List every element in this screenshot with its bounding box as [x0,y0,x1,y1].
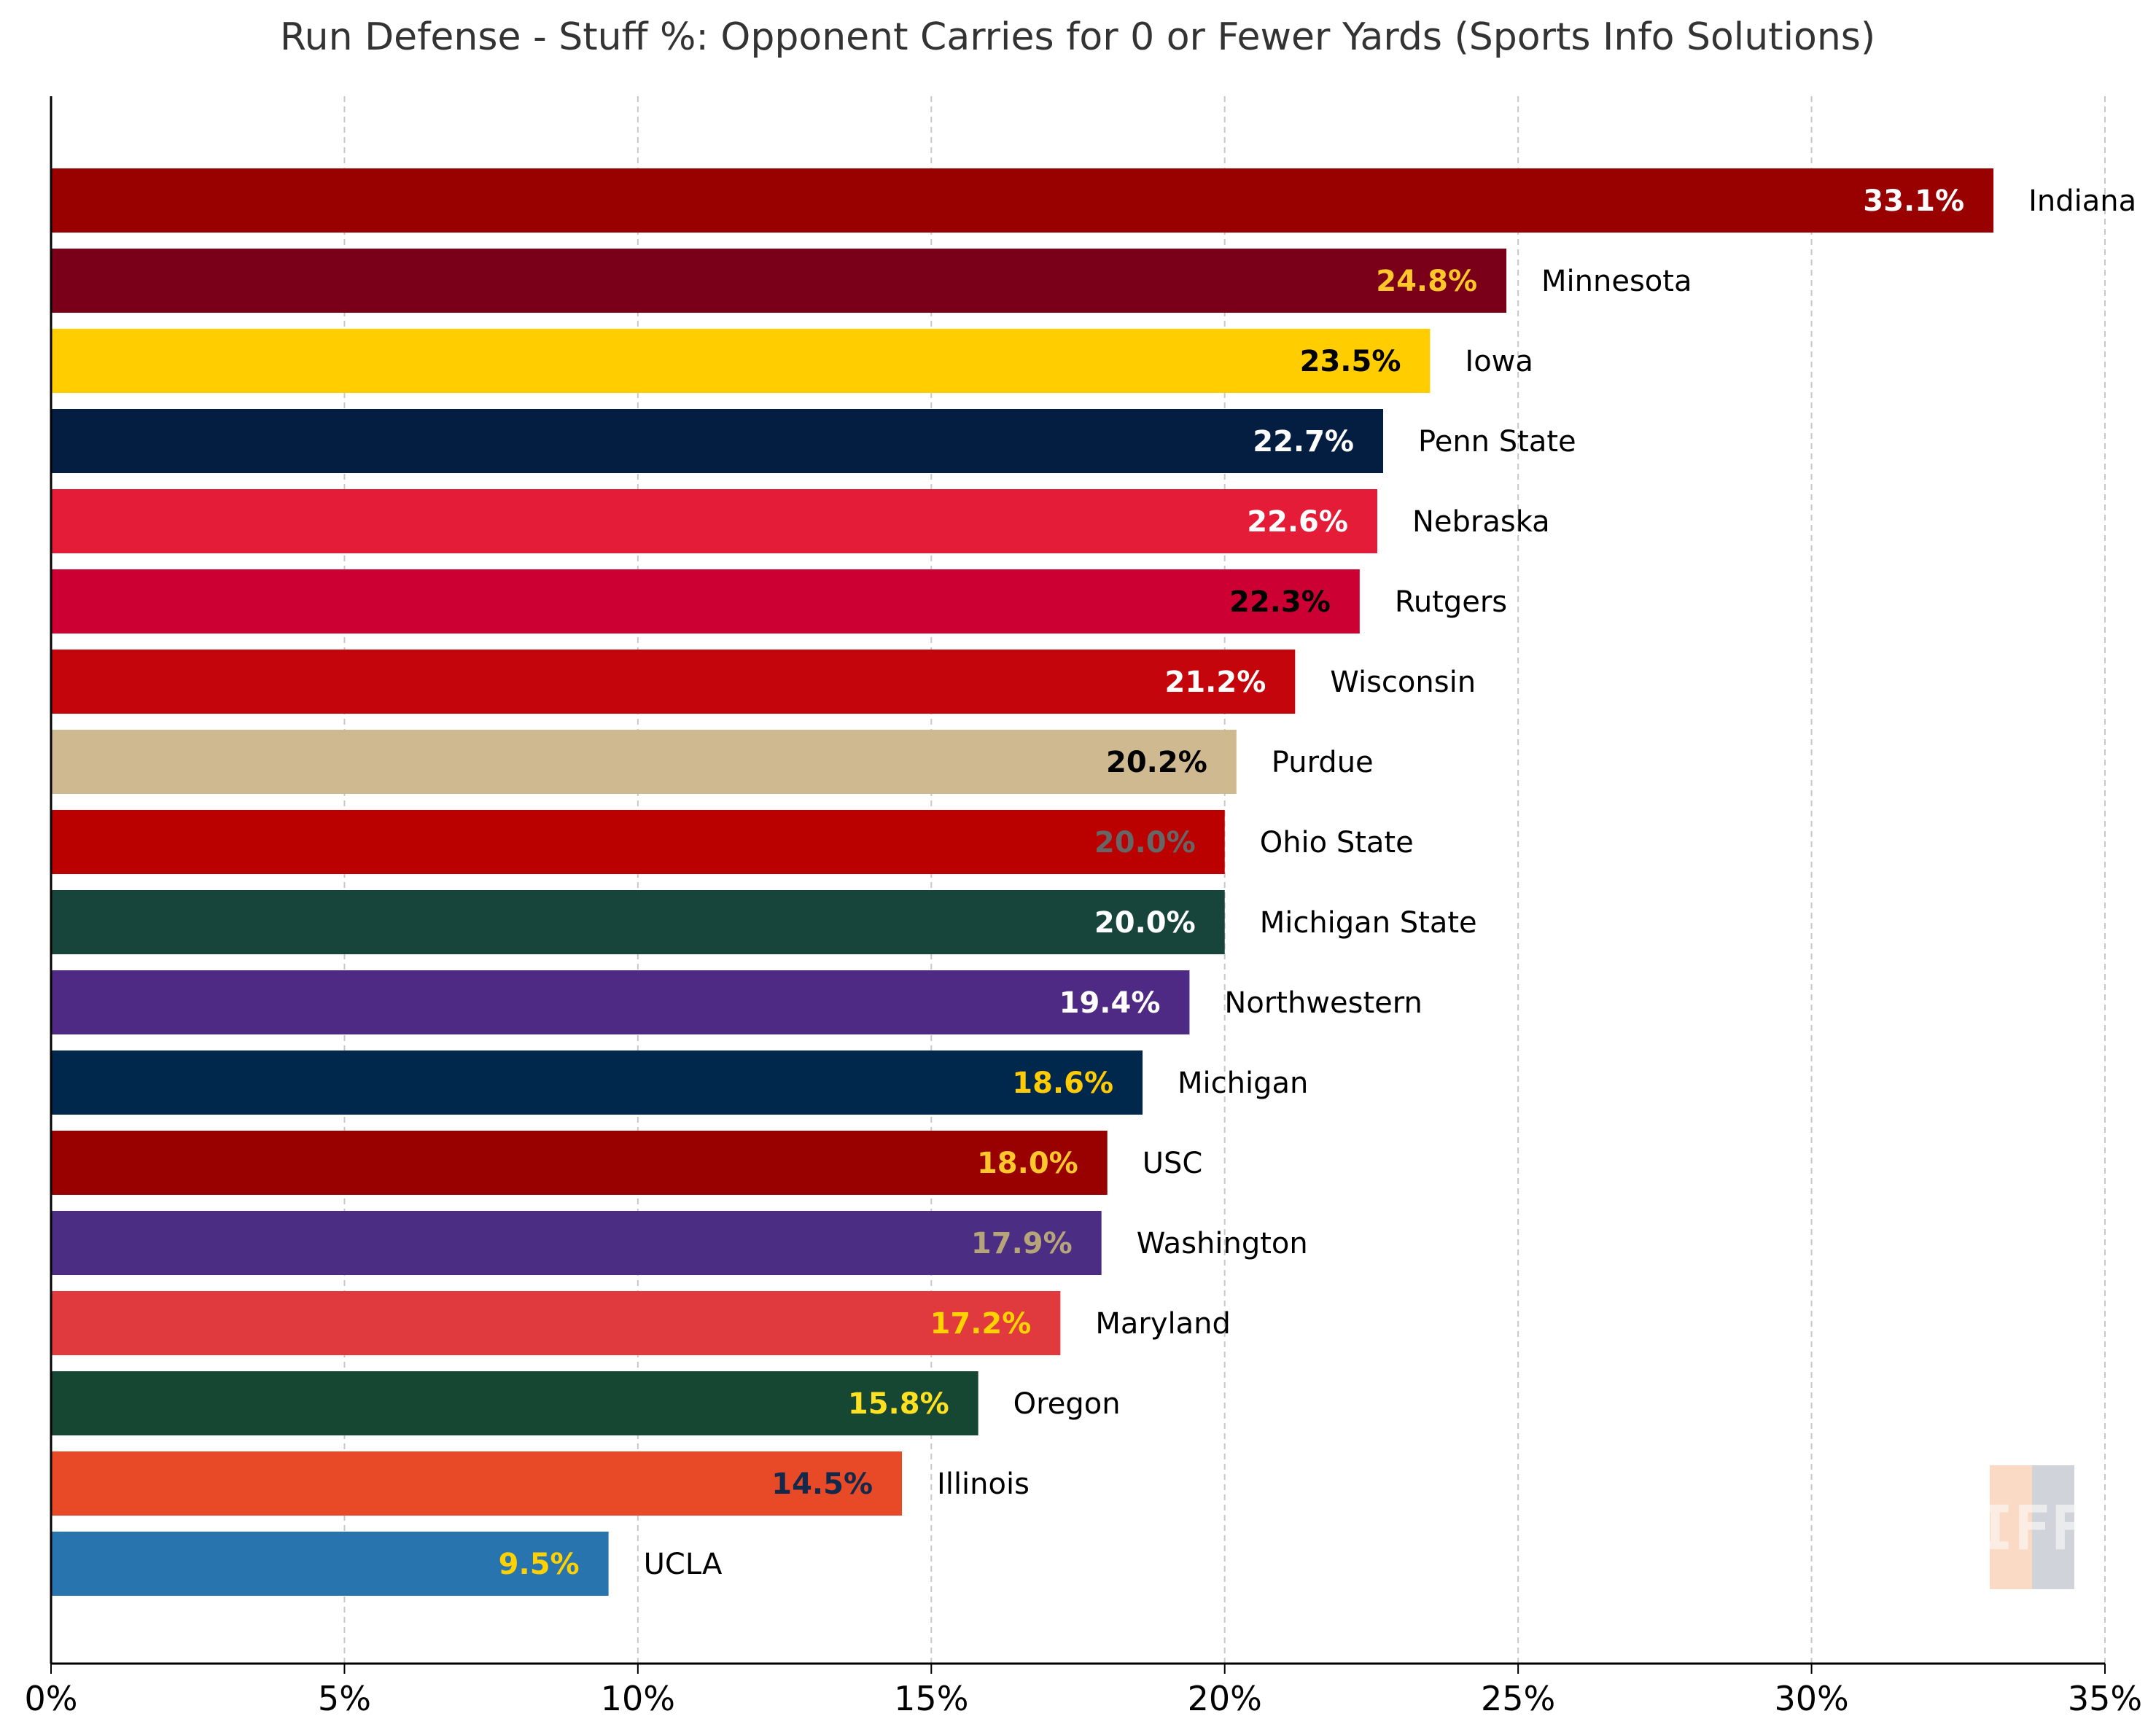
team-label: Michigan [1178,1067,1308,1100]
value-label: 33.1% [1863,184,1964,218]
iff-logo: IFF [1977,1465,2087,1589]
value-label: 15.8% [848,1387,949,1421]
x-tick-label: 35% [2068,1679,2142,1718]
bars [51,168,1994,1596]
logo-panel-left [1990,1465,2032,1589]
value-label: 20.0% [1094,826,1196,859]
team-label: Illinois [937,1467,1030,1501]
bar [51,1451,903,1516]
x-tick-label: 25% [1481,1679,1555,1718]
bar [51,249,1507,313]
value-label: 20.0% [1094,906,1196,940]
team-label: Purdue [1272,746,1374,779]
logo-panel-right [2032,1465,2074,1589]
value-label: 24.8% [1376,265,1477,298]
bar [51,890,1225,954]
value-label: 22.7% [1253,425,1354,459]
team-label: Oregon [1013,1387,1121,1421]
value-label: 23.5% [1300,345,1401,378]
value-label: 17.9% [971,1227,1073,1260]
value-label: 18.0% [977,1147,1078,1180]
bar [51,1371,978,1435]
bar [51,730,1237,794]
team-label: Wisconsin [1330,666,1476,699]
team-label: Washington [1137,1227,1308,1260]
bar [51,650,1296,714]
value-label: 9.5% [499,1548,580,1581]
bar [51,1532,609,1596]
x-tick-label: 0% [25,1679,78,1718]
value-label: 20.2% [1106,746,1207,779]
team-label: Penn State [1418,425,1576,459]
bar [51,489,1377,553]
value-label: 22.3% [1229,585,1331,619]
team-label: Iowa [1465,345,1533,378]
team-label: Maryland [1095,1307,1231,1341]
team-label: Rutgers [1395,585,1507,619]
team-label: Nebraska [1412,505,1550,539]
value-label: 17.2% [930,1307,1032,1341]
value-label: 18.6% [1012,1067,1113,1100]
bar [51,409,1384,473]
bar [51,970,1190,1034]
value-label: 14.5% [771,1467,873,1501]
value-label: 21.2% [1165,666,1266,699]
bar [51,1291,1061,1355]
value-label: 22.6% [1247,505,1348,539]
bar [51,329,1431,393]
chart-title: Run Defense - Stuff %: Opponent Carries … [280,15,1875,59]
x-tick-label: 10% [601,1679,675,1718]
labels: 33.1% Indiana 24.8% Minnesota 23.5% Iowa 22.7%… [499,184,2136,1581]
axes: 0% 5% 10% 15% 20% 25% 30% 35% [25,96,2142,1718]
x-tick-label: 30% [1774,1679,1848,1718]
team-label: UCLA [644,1548,723,1581]
bar [51,1211,1102,1275]
team-label: Michigan State [1260,906,1477,940]
bar [51,810,1225,874]
team-label: Ohio State [1260,826,1414,859]
bar [51,569,1360,634]
team-label: Minnesota [1541,265,1692,298]
bar [51,1131,1108,1195]
logo-text: IFF [1977,1492,2087,1564]
value-label: 19.4% [1059,986,1161,1020]
team-label: Indiana [2028,184,2136,218]
team-label: USC [1143,1147,1203,1180]
bar [51,168,1994,233]
x-tick-label: 5% [318,1679,371,1718]
bar [51,1050,1143,1115]
team-label: Northwestern [1224,986,1422,1020]
x-tick-label: 20% [1188,1679,1262,1718]
x-tick-label: 15% [894,1679,968,1718]
